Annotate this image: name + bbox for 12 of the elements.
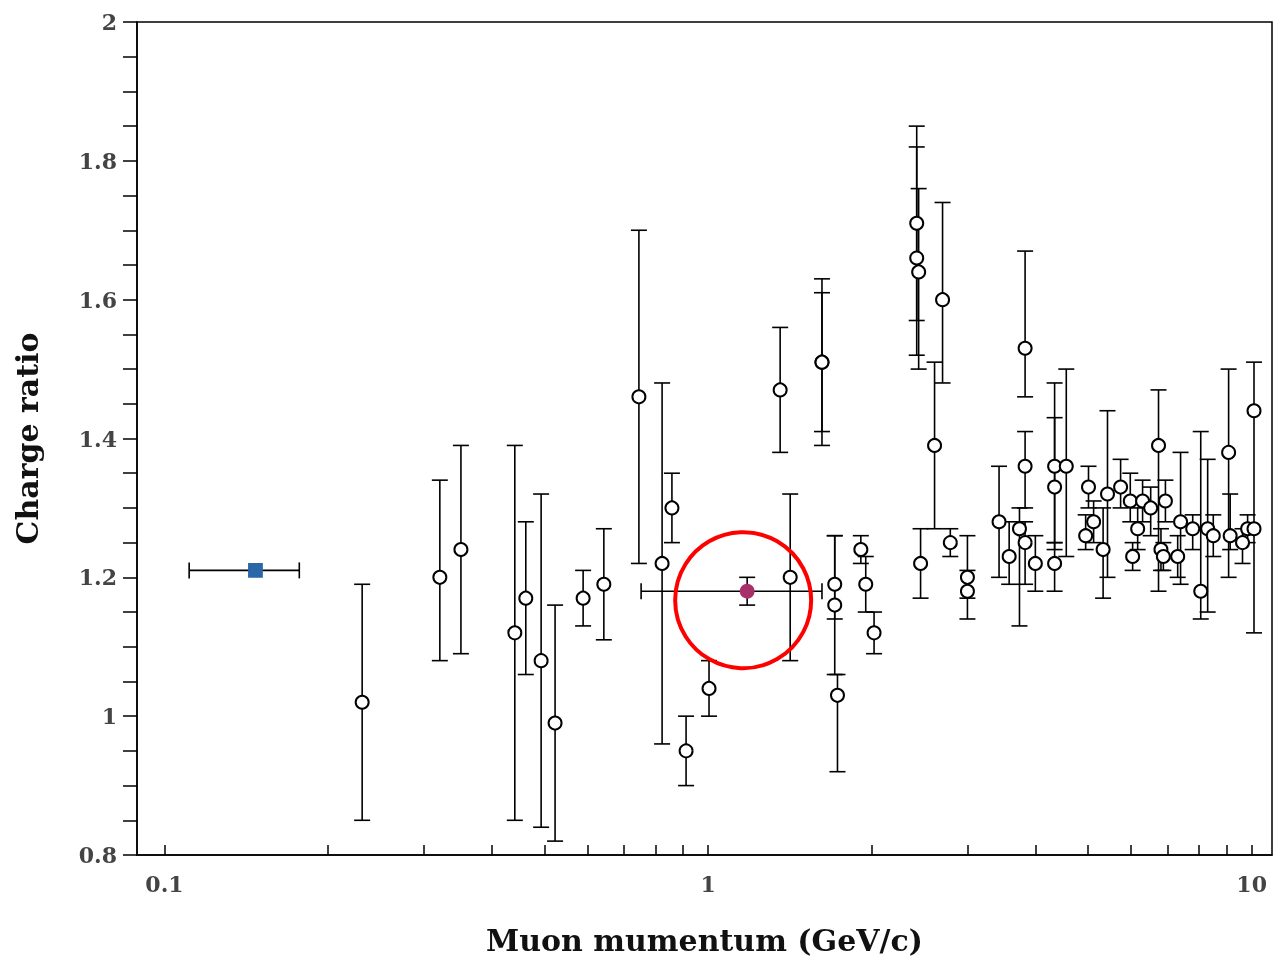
y-tick-label: 1.6	[78, 286, 117, 313]
y-tick-label: 1	[101, 703, 117, 730]
y-tick-label: 1.8	[78, 147, 117, 174]
y-tick-label: 0.8	[78, 842, 117, 868]
x-tick-label: 1	[700, 871, 716, 897]
y-tick-label: 2	[101, 9, 117, 35]
x-tick-label: 10	[1236, 871, 1267, 897]
y-axis-title: Charge ratio	[9, 332, 45, 545]
x-tick-label: 0.1	[145, 871, 184, 897]
x-axis-title: Muon mumentum (GeV/c)	[486, 922, 923, 958]
y-tick-label: 1.2	[78, 564, 117, 591]
y-tick-label: 1.4	[78, 425, 117, 452]
